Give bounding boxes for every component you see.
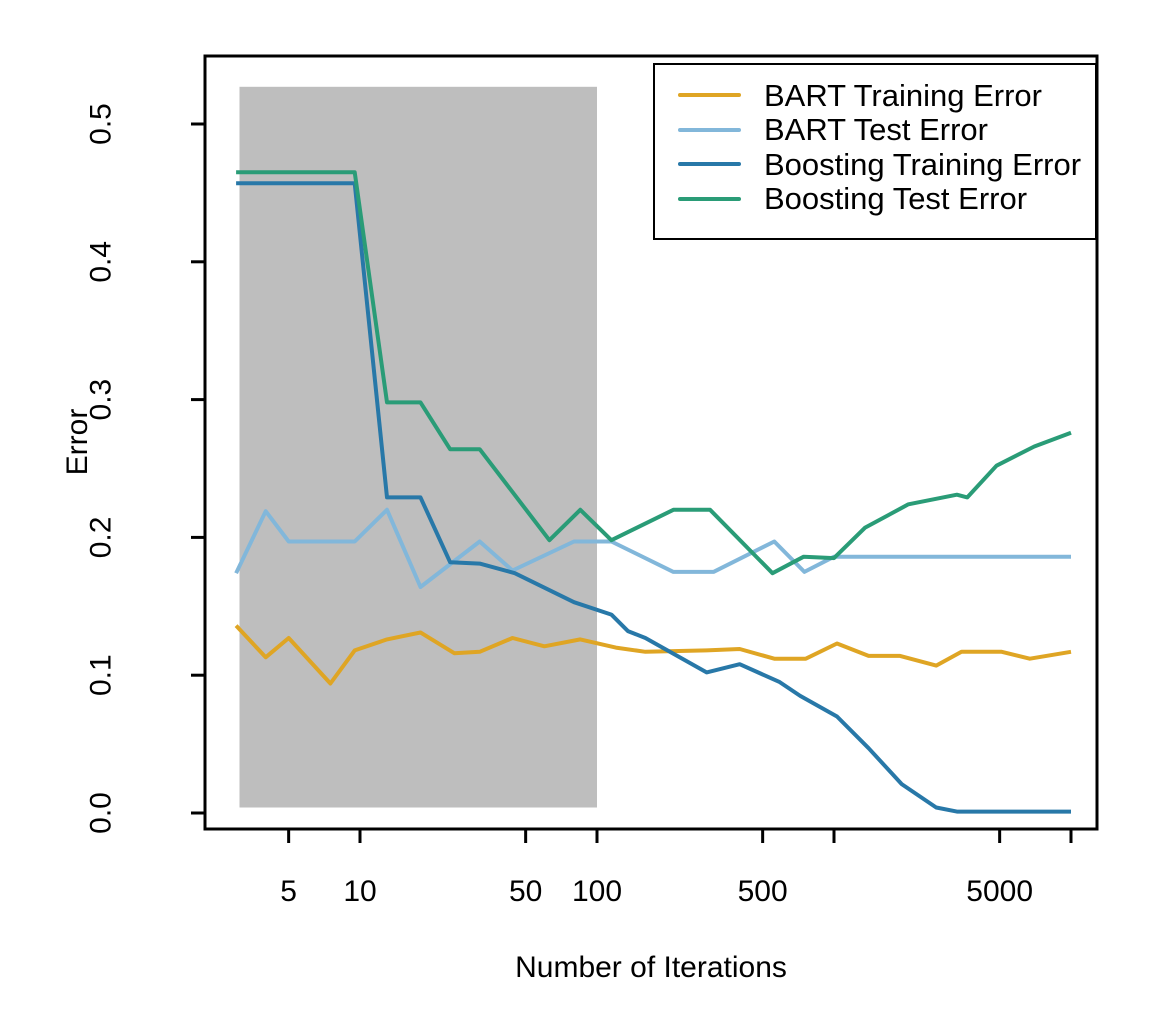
legend-label: Boosting Training Error — [764, 146, 1082, 182]
x-tick-label: 50 — [509, 875, 542, 908]
plot-box — [203, 54, 1099, 831]
x-tick-label: 500 — [738, 875, 788, 908]
x-axis-title: Number of Iterations — [515, 951, 787, 984]
x-tick-label: 5000 — [966, 875, 1033, 908]
y-tick-label: 0.4 — [85, 241, 118, 283]
series-line-bart-test-error — [234, 507, 1071, 589]
y-tick-label: 0.1 — [85, 654, 118, 696]
series-line-bart-training-error — [234, 624, 1072, 686]
legend-line-swatch — [678, 93, 741, 98]
series-line-boosting-training-error — [236, 181, 1071, 814]
y-axis-title: Error — [61, 408, 94, 476]
legend-line-swatch — [678, 127, 741, 132]
x-tick-label: 100 — [572, 875, 622, 908]
legend-line-swatch — [678, 196, 741, 201]
legend-item-bart-training-error: BART Training Error — [655, 78, 1095, 113]
legend-label: BART Test Error — [764, 112, 988, 148]
legend: BART Training Error BART Test Error Boosti… — [653, 63, 1097, 240]
legend-label: BART Training Error — [764, 77, 1042, 113]
legend-item-boosting-training-error: Boosting Training Error — [655, 147, 1095, 182]
x-tick-label: 5 — [280, 875, 297, 908]
y-tick-label: 0.2 — [85, 517, 118, 559]
y-tick-label: 0.3 — [85, 379, 118, 421]
x-tick-label: 10 — [343, 875, 376, 908]
legend-item-boosting-test-error: Boosting Test Error — [655, 182, 1095, 217]
legend-label: Boosting Test Error — [764, 181, 1028, 217]
legend-line-swatch — [678, 162, 741, 167]
legend-item-bart-test-error: BART Test Error — [655, 113, 1095, 148]
series-line-boosting-test-error — [236, 170, 1072, 576]
y-tick-label: 0.0 — [85, 792, 118, 834]
y-tick-label: 0.5 — [85, 103, 118, 145]
burn-in-shaded-region — [239, 86, 597, 808]
